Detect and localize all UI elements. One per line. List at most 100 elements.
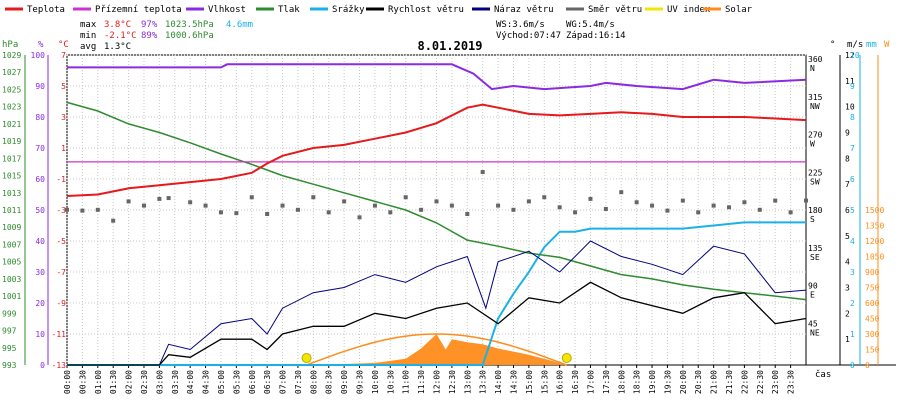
- x-tick-label: 23:30: [787, 370, 796, 394]
- hpa-tick-label: 993: [2, 361, 17, 370]
- pct-tick-label: 30: [35, 268, 45, 277]
- x-tick-label: 00:30: [78, 370, 87, 394]
- ms-axis-title: m/s: [847, 40, 863, 50]
- pct-tick-label: 50: [35, 206, 45, 215]
- stats-max-humidity: 97%: [141, 20, 158, 30]
- temp-tick-label: 7: [61, 51, 66, 60]
- wind-direction-point: [111, 218, 116, 223]
- ms-tick-label: 9: [845, 129, 850, 138]
- stats-max-pressure: 1023.5hPa: [165, 20, 214, 30]
- mm-tick-label: 4: [850, 237, 855, 246]
- hpa-tick-label: 1011: [2, 206, 21, 215]
- temp-tick-label: 1: [61, 144, 66, 153]
- wind-direction-point: [711, 203, 716, 208]
- x-tick-label: 15:30: [540, 370, 549, 394]
- wind-direction-point: [588, 196, 593, 201]
- wind-direction-point: [650, 203, 655, 208]
- wind-direction-point: [188, 200, 193, 205]
- x-tick-label: 21:30: [725, 370, 734, 394]
- series-rain-line: [67, 221, 806, 366]
- pct-tick-label: 40: [35, 237, 45, 246]
- temp-tick-label: -11: [52, 330, 67, 339]
- wind-direction-point: [742, 200, 747, 205]
- temp-tick-label: -5: [56, 237, 66, 246]
- stats-sunset: Západ:16:14: [566, 31, 626, 41]
- stats-max-temp: 3.8°C: [104, 20, 131, 30]
- dir-tick-compass: NE: [810, 328, 820, 337]
- dir-tick-degrees: 225: [808, 168, 823, 177]
- x-tick-label: 16:30: [571, 370, 580, 394]
- w-tick-label: 150: [865, 346, 880, 355]
- wind-direction-point: [280, 203, 285, 208]
- wind-direction-point: [65, 207, 69, 212]
- hpa-tick-label: 997: [2, 327, 17, 336]
- axes: hPa% °C ° m/s mm W993995997999100110031005100…: [2, 40, 896, 394]
- stats-rain-total: 4.6mm: [226, 20, 253, 30]
- wind-direction-point: [326, 210, 331, 215]
- mm-tick-label: 5: [850, 206, 855, 215]
- stats-avg-label: avg: [80, 42, 96, 52]
- hpa-axis-title: hPa: [2, 40, 18, 50]
- w-tick-label: 0: [865, 361, 870, 370]
- temp-tick-label: -7: [56, 268, 66, 277]
- dir-axis-title: °: [830, 40, 835, 50]
- x-tick-label: 23:00: [771, 370, 780, 394]
- x-tick-label: 02:00: [125, 370, 134, 394]
- pct-tick-label: 100: [31, 51, 46, 60]
- w-tick-label: 750: [865, 284, 880, 293]
- legend-label: Teplota: [27, 5, 65, 15]
- series-humidity-line: [67, 63, 807, 91]
- x-tick-label: 15:00: [525, 370, 534, 394]
- ms-tick-label: 12: [845, 51, 855, 60]
- wind-direction-point: [573, 210, 578, 215]
- series-temperature-line: [66, 103, 807, 197]
- temp-tick-label: -1: [56, 175, 66, 184]
- wind-direction-point: [295, 207, 300, 212]
- wind-direction-point: [526, 199, 531, 204]
- pct-tick-label: 0: [40, 361, 45, 370]
- legend: Teplota Přízemní teplota Vlhkost Tlak Srážky…: [5, 5, 753, 15]
- temp-tick-label: -9: [56, 299, 66, 308]
- wind-direction-point: [727, 205, 732, 210]
- x-tick-label: 16:00: [556, 370, 565, 394]
- x-tick-label: 20:30: [694, 370, 703, 394]
- legend-label: Rychlost větru: [388, 5, 464, 15]
- x-tick-label: 18:30: [633, 370, 642, 394]
- series-solar-theoretical: [306, 333, 567, 366]
- ms-tick-label: 11: [845, 77, 855, 86]
- w-axis-title: W: [884, 40, 890, 50]
- x-tick-label: 06:00: [248, 370, 257, 394]
- hpa-tick-label: 1009: [2, 223, 21, 232]
- x-tick-label: 21:00: [710, 370, 719, 394]
- ms-tick-label: 3: [845, 284, 850, 293]
- wind-direction-point: [665, 208, 670, 213]
- x-axis-title: čas: [815, 369, 831, 380]
- x-tick-label: 13:00: [463, 370, 472, 394]
- hpa-tick-label: 1007: [2, 240, 21, 249]
- legend-label: Směr větru: [588, 5, 642, 15]
- wind-direction-point: [680, 198, 685, 203]
- wind-direction-point: [203, 203, 208, 208]
- temp-tick-label: 3: [61, 113, 66, 122]
- wind-direction-point: [141, 203, 146, 208]
- dir-tick-compass: SW: [810, 177, 820, 186]
- x-tick-label: 08:00: [309, 370, 318, 394]
- x-tick-label: 01:00: [94, 370, 103, 394]
- x-tick-label: 17:30: [602, 370, 611, 394]
- x-tick-label: 01:30: [109, 370, 118, 394]
- series: [65, 63, 808, 366]
- hpa-tick-label: 1001: [2, 292, 21, 301]
- wind-direction-point: [634, 200, 639, 205]
- wind-direction-point: [166, 196, 171, 201]
- series-wind-gust-line: [67, 240, 807, 366]
- hpa-tick-label: 1029: [2, 51, 21, 60]
- w-tick-label: 450: [865, 315, 880, 324]
- dir-tick-compass: W: [810, 140, 815, 149]
- dir-tick-compass: S: [810, 215, 815, 224]
- pct-tick-label: 70: [35, 144, 45, 153]
- hpa-tick-label: 1005: [2, 258, 21, 267]
- chart-title: 8.01.2019: [417, 39, 482, 53]
- legend-label: UV index: [667, 5, 711, 15]
- x-tick-label: 05:30: [232, 370, 241, 394]
